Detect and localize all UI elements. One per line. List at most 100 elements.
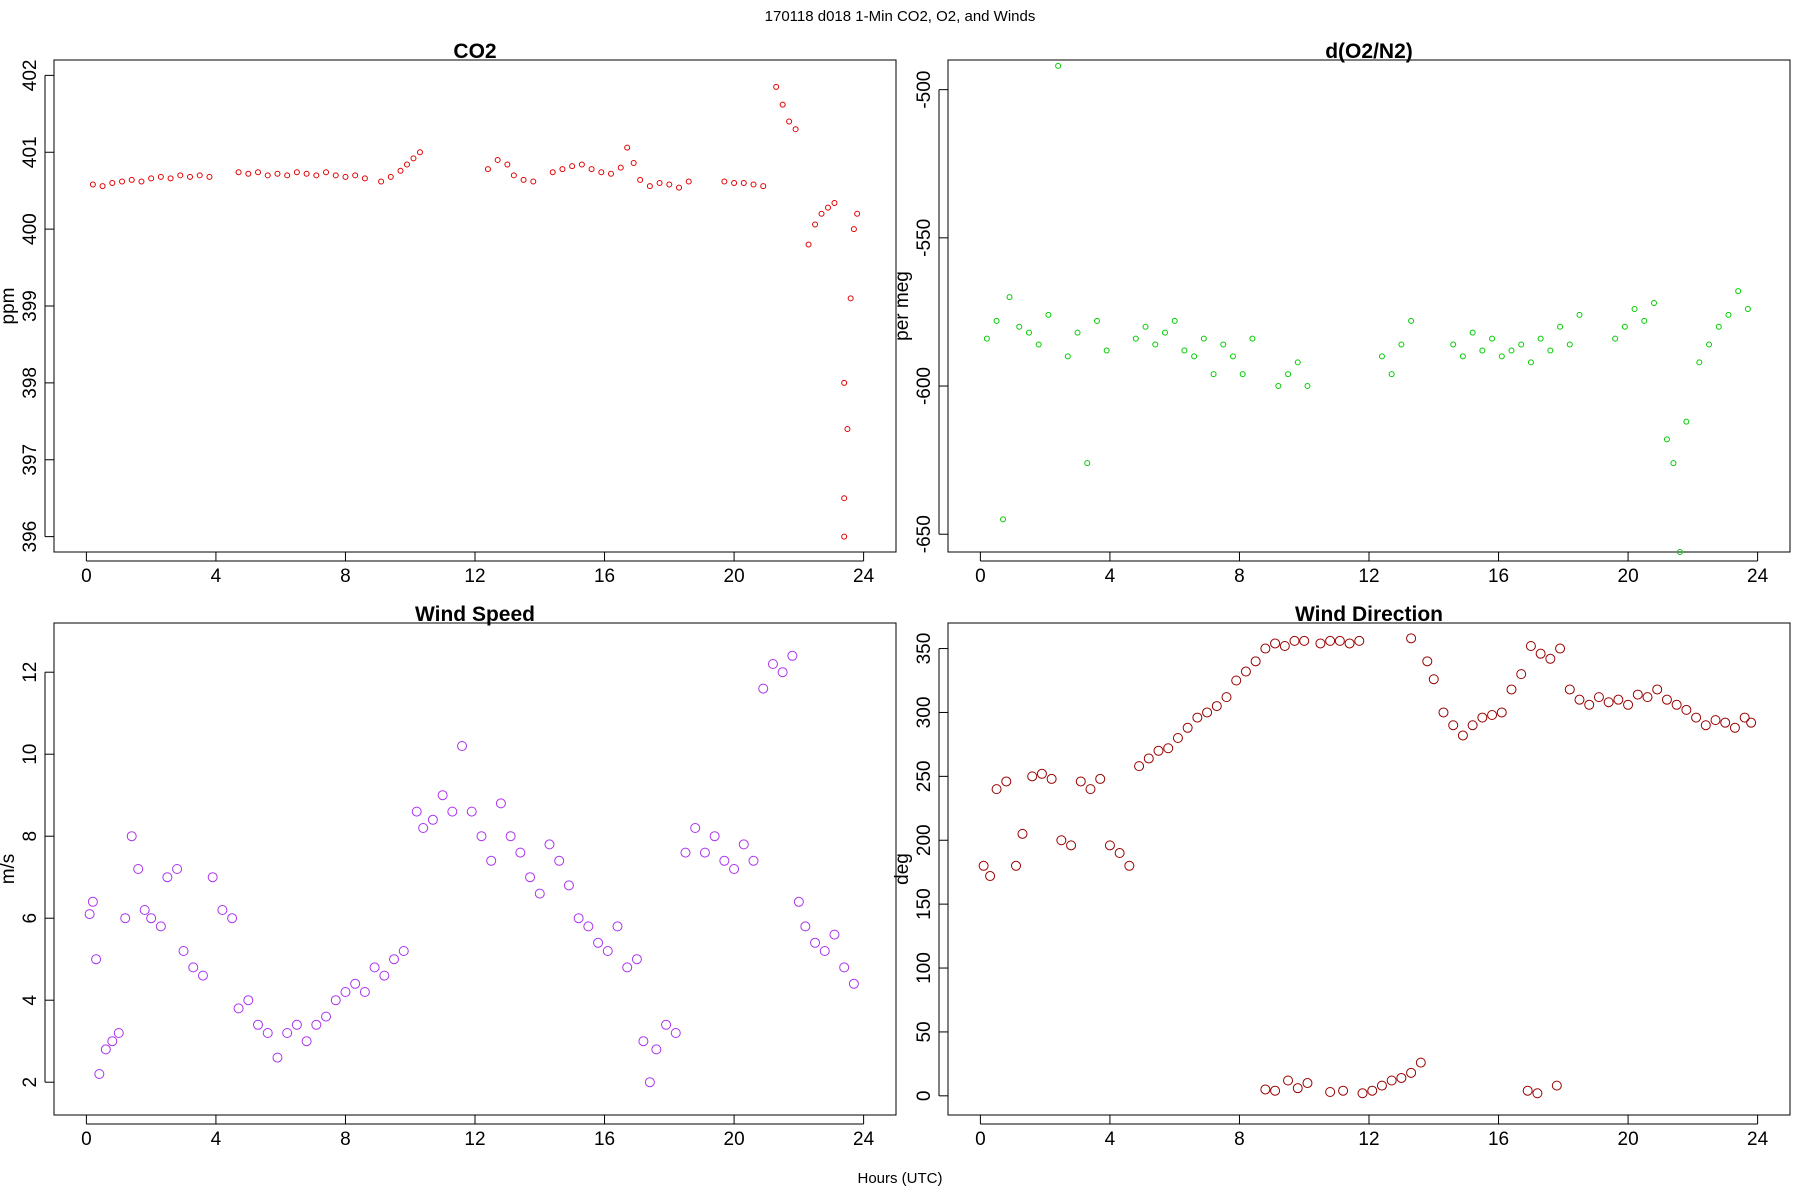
y-tick-label: 100: [914, 952, 935, 984]
data-point: [1584, 699, 1595, 710]
data-point: [466, 806, 477, 817]
x-tick-label: 4: [211, 1129, 222, 1150]
data-point: [1325, 1086, 1336, 1097]
data-point: [99, 183, 106, 190]
data-point: [293, 169, 300, 176]
data-point: [583, 921, 594, 932]
data-point: [437, 790, 448, 801]
x-tick-label: 24: [853, 566, 875, 587]
data-point: [1093, 317, 1100, 324]
data-point: [638, 1036, 649, 1047]
data-point: [767, 659, 778, 669]
data-point: [1103, 347, 1110, 354]
data-point: [1285, 371, 1292, 378]
data-point: [1632, 689, 1643, 700]
data-point: [1270, 1085, 1281, 1096]
data-point: [1725, 311, 1732, 318]
data-point: [630, 160, 637, 167]
data-point: [1017, 828, 1028, 839]
x-tick-label: 8: [1234, 566, 1245, 587]
data-point: [588, 166, 595, 173]
data-point: [397, 167, 404, 174]
data-point: [779, 101, 786, 108]
data-point: [1027, 771, 1038, 782]
plot-frame: [947, 59, 1791, 553]
data-point: [1221, 692, 1232, 703]
data-point: [411, 806, 422, 817]
data-point: [1142, 323, 1149, 330]
x-tick-label: 16: [594, 566, 615, 587]
data-point: [738, 839, 749, 850]
data-point: [378, 178, 385, 185]
data-point: [515, 847, 526, 858]
data-point: [1152, 341, 1159, 348]
data-point: [1498, 353, 1505, 360]
data-point: [819, 946, 830, 956]
data-point: [1074, 329, 1081, 336]
data-point: [120, 913, 131, 924]
data-point: [1124, 860, 1135, 871]
data-point: [1545, 653, 1556, 664]
data-point: [369, 962, 380, 973]
data-point: [721, 178, 728, 185]
data-point: [1163, 743, 1174, 754]
data-point: [1294, 359, 1301, 366]
data-point: [1064, 353, 1071, 360]
data-point: [1623, 699, 1634, 710]
data-point: [978, 860, 989, 871]
data-point: [262, 1028, 273, 1038]
data-point: [1603, 697, 1614, 708]
data-point: [311, 1019, 322, 1030]
data-point: [1422, 656, 1433, 667]
data-point: [109, 180, 116, 186]
data-point: [157, 173, 164, 180]
data-point: [854, 210, 861, 217]
x-tick-label: 0: [975, 566, 986, 587]
data-point: [274, 170, 281, 177]
data-point: [167, 175, 174, 182]
data-point: [1066, 840, 1077, 851]
data-point: [1084, 460, 1091, 467]
plot-frame: [53, 59, 897, 553]
data-point: [1056, 835, 1067, 846]
y-tick-label: 12: [20, 662, 41, 683]
data-point: [1191, 353, 1198, 360]
data-point: [1153, 745, 1164, 756]
y-tick-label: 396: [20, 521, 41, 553]
y-tick-label: 400: [20, 213, 41, 245]
data-point: [1525, 641, 1536, 652]
y-tick-label: 8: [20, 831, 41, 842]
x-tick-label: 24: [1747, 566, 1769, 587]
data-point: [1527, 359, 1534, 366]
data-point: [1574, 694, 1585, 705]
data-point: [100, 1044, 111, 1055]
data-point: [993, 317, 1000, 324]
data-point: [87, 896, 98, 907]
y-tick-label: -600: [914, 367, 935, 405]
data-point: [1535, 648, 1546, 659]
x-tick-label: 4: [1105, 566, 1116, 587]
data-point: [330, 995, 341, 1006]
data-point: [729, 864, 740, 874]
data-point: [573, 913, 584, 924]
data-point: [1378, 353, 1385, 360]
data-point: [282, 1028, 293, 1038]
data-point: [350, 978, 361, 989]
data-point: [1046, 773, 1057, 784]
data-point: [126, 831, 137, 842]
data-point: [1631, 305, 1638, 312]
data-point: [983, 335, 990, 342]
data-point: [1744, 305, 1751, 312]
data-point: [187, 173, 194, 180]
data-point: [829, 929, 840, 940]
data-point: [1408, 317, 1415, 324]
data-point: [1661, 694, 1672, 705]
y-tick-label: 250: [914, 760, 935, 792]
data-point: [676, 184, 683, 191]
data-point: [1161, 329, 1168, 336]
data-point: [301, 1036, 312, 1047]
data-point: [848, 978, 859, 989]
data-point: [1275, 383, 1282, 390]
data-point: [1334, 635, 1345, 646]
